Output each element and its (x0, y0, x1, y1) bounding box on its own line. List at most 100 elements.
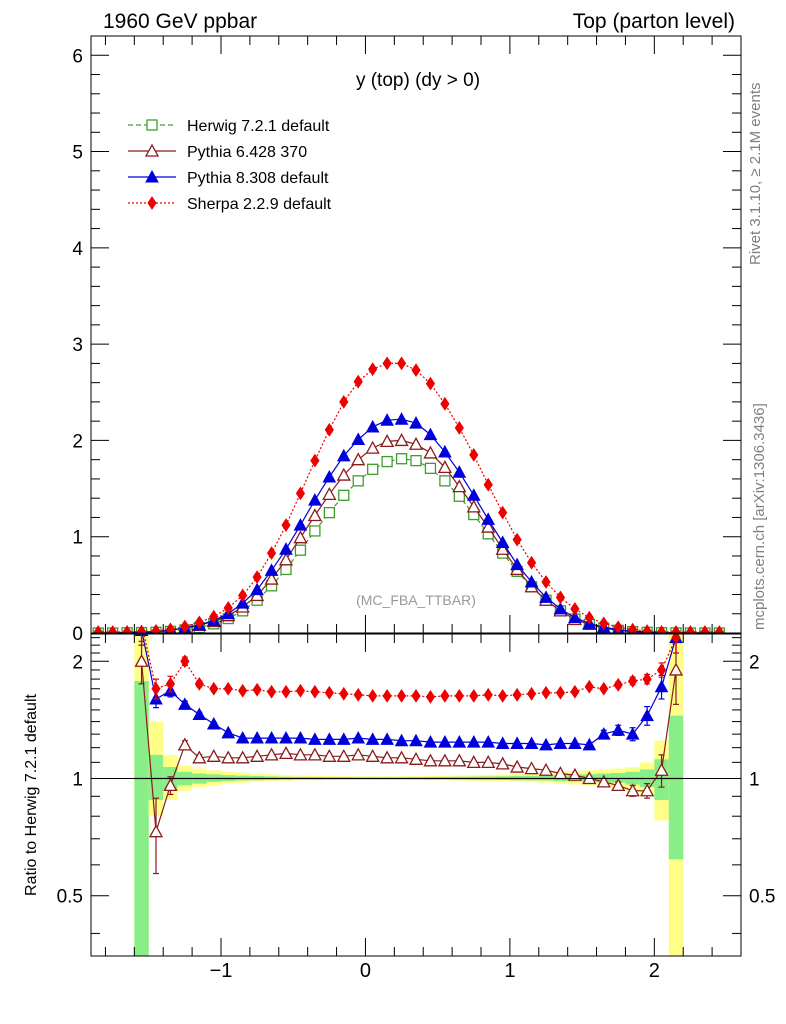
ratio-plot-axes: 0.5 0.5 1 1 2 2 −1 0 1 2 (57, 634, 775, 982)
ratio-point (654, 762, 669, 776)
legend-marker (147, 196, 157, 210)
data-point (336, 467, 351, 481)
data-point (541, 575, 551, 589)
ratio-point (582, 737, 597, 751)
x-tick-label: 0 (360, 960, 371, 982)
ratio-y-tick-label-right: 1 (749, 769, 760, 790)
ratio-point (353, 687, 363, 702)
ratio-point (264, 731, 279, 744)
legend-label: Herwig 7.2.1 default (187, 118, 330, 135)
data-point (294, 544, 307, 556)
data-point (307, 508, 322, 522)
ratio-point (235, 731, 250, 744)
ratio-point (194, 676, 204, 691)
ratio-point (628, 674, 638, 688)
ratio-point (165, 676, 176, 691)
ratio-point (308, 732, 322, 745)
data-point (555, 590, 566, 605)
ratio-point (539, 737, 553, 751)
ratio-point (437, 753, 452, 767)
data-point (209, 609, 219, 624)
data-point (438, 444, 452, 458)
data-point (440, 396, 450, 411)
data-point (395, 453, 408, 465)
ratio-point (408, 751, 424, 765)
ratio-point (151, 681, 161, 696)
ratio-point (411, 688, 421, 703)
ratio-plot-frame (90, 633, 742, 957)
ratio-point (611, 778, 626, 792)
ratio-point (221, 725, 236, 739)
data-point (423, 445, 438, 459)
data-point (336, 448, 351, 462)
ratio-bands (134, 634, 684, 956)
ratio-point (192, 750, 207, 764)
data-point (424, 462, 437, 474)
data-point (93, 625, 103, 633)
ratio-series-1 (134, 634, 683, 751)
ratio-point (524, 761, 539, 775)
ratio-line (141, 634, 677, 746)
data-point (512, 532, 522, 547)
ratio-point (266, 684, 277, 699)
ratio-point (425, 690, 436, 704)
ratio-point (454, 688, 464, 703)
data-point (338, 489, 350, 501)
ratio-point (235, 750, 250, 764)
ratio-line (143, 634, 677, 698)
watermark: (MC_FBA_TTBAR) (356, 592, 476, 608)
main-plot-axes: 0 1 2 3 4 5 6 (72, 36, 742, 645)
ratio-point (469, 688, 479, 703)
ratio-point (178, 697, 192, 710)
ratio-point (209, 681, 219, 696)
ratio-point (599, 681, 609, 696)
ratio-point (252, 682, 262, 697)
ratio-point (495, 756, 510, 770)
ratio-point (192, 707, 207, 720)
ratio-y-tick-label-right: 0.5 (749, 887, 775, 908)
data-point (483, 477, 493, 492)
data-point (308, 493, 322, 506)
data-point (351, 452, 366, 466)
data-point (322, 469, 337, 483)
ratio-y-tick-label: 2 (72, 652, 83, 673)
ratio-point (293, 747, 308, 761)
ratio-point (221, 750, 236, 764)
ratio-point (163, 778, 178, 792)
data-point (353, 374, 363, 389)
ratio-line (141, 661, 677, 832)
ratio-point (553, 736, 568, 749)
data-point (264, 563, 279, 576)
ratio-point (394, 750, 409, 764)
ratio-point (613, 677, 623, 692)
data-point (278, 552, 294, 566)
y-tick-label: 2 (72, 431, 83, 452)
ratio-point (611, 723, 626, 736)
ratio-point (567, 767, 582, 781)
ratio-point (134, 653, 149, 667)
ratio-point (380, 750, 395, 764)
ratio-point (368, 688, 378, 703)
rivet-label: Rivet 3.1.10, ≥ 2.1M events (747, 83, 764, 266)
data-point (628, 622, 638, 633)
ratio-point (596, 727, 611, 740)
ratio-point (481, 735, 496, 748)
ratio-point (510, 759, 525, 773)
ratio-point (555, 685, 566, 700)
data-point (323, 506, 335, 519)
ratio-point (423, 753, 438, 767)
data-point (524, 574, 539, 588)
ratio-point (351, 731, 366, 744)
data-point (409, 416, 423, 429)
ratio-point (351, 747, 366, 761)
ratio-point (336, 748, 351, 762)
header-left: 1960 GeV ppbar (103, 10, 257, 33)
data-point (293, 518, 308, 531)
data-point (381, 455, 393, 468)
ratio-point (510, 736, 524, 749)
ratio-point (642, 672, 652, 686)
ratio-point (440, 688, 450, 703)
ratio-point (322, 732, 337, 745)
legend-label: Pythia 8.308 default (187, 170, 329, 187)
ratio-point (281, 684, 291, 699)
